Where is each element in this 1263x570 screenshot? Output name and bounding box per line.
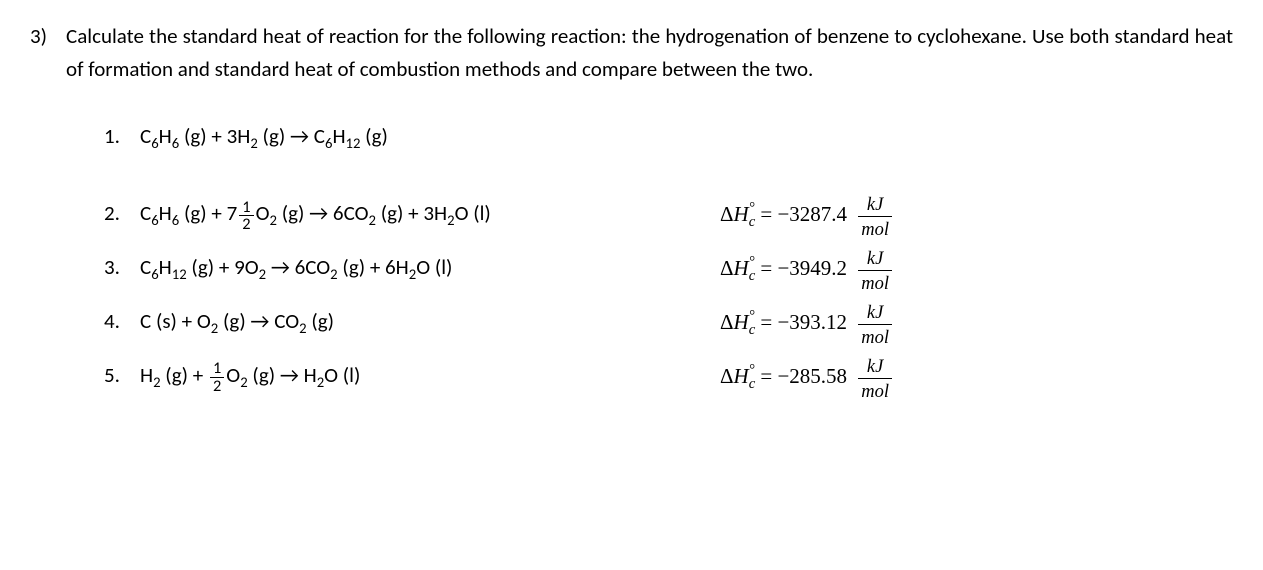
problem-statement: 3) Calculate the standard heat of reacti… [30, 20, 1233, 85]
eq-formula: C (s) + O2 (g) → CO2 (g) [140, 305, 720, 338]
eq-formula: C6H6 (g) + 3H2 (g) → C6H12 (g) [140, 120, 720, 153]
problem-text: Calculate the standard heat of reaction … [66, 20, 1233, 85]
eq-number: 5. [104, 359, 140, 392]
eq-formula: H2 (g) + 12O2 (g) → H2O (l) [140, 359, 720, 394]
equation-1: 1. C6H6 (g) + 3H2 (g) → C6H12 (g) [104, 120, 1233, 153]
eq-delta: ΔHc° = −393.12 kJmol [720, 301, 892, 347]
equation-5: 5. H2 (g) + 12O2 (g) → H2O (l) ΔHc° = −2… [104, 355, 1233, 401]
eq-delta: ΔHc° = −3287.4 kJmol [720, 193, 892, 239]
eq-number: 1. [104, 120, 140, 153]
equation-4: 4. C (s) + O2 (g) → CO2 (g) ΔHc° = −393.… [104, 301, 1233, 347]
eq-formula: C6H12 (g) + 9O2 → 6CO2 (g) + 6H2O (l) [140, 251, 720, 284]
eq-delta: ΔHc° = −3949.2 kJmol [720, 247, 892, 293]
equation-3: 3. C6H12 (g) + 9O2 → 6CO2 (g) + 6H2O (l)… [104, 247, 1233, 293]
eq-number: 3. [104, 251, 140, 284]
equation-list: 1. C6H6 (g) + 3H2 (g) → C6H12 (g) 2. C6H… [30, 120, 1233, 400]
problem-number: 3) [30, 20, 66, 85]
equation-2: 2. C6H6 (g) + 712O2 (g) → 6CO2 (g) + 3H2… [104, 193, 1233, 239]
eq-number: 2. [104, 197, 140, 230]
eq-delta: ΔHc° = −285.58 kJmol [720, 355, 892, 401]
eq-number: 4. [104, 305, 140, 338]
eq-formula: C6H6 (g) + 712O2 (g) → 6CO2 (g) + 3H2O (… [140, 197, 720, 232]
